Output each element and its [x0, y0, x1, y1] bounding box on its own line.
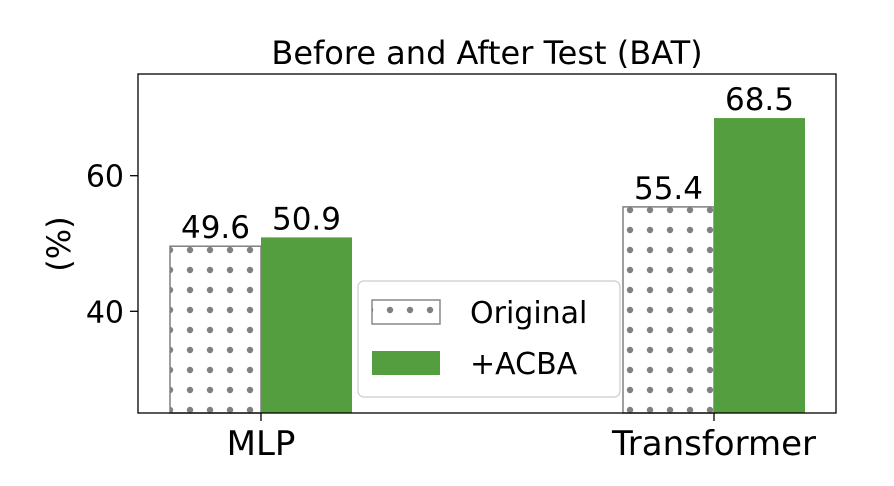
legend-label-original: Original [470, 296, 587, 331]
plot-frame [137, 73, 837, 414]
y-axis-label: (%) [40, 216, 78, 271]
bars-group [169, 118, 805, 414]
x-tick-label-transformer: Transformer [611, 424, 816, 464]
legend-swatch-acba [372, 351, 440, 375]
y-axis-ticks: 40 60 [86, 160, 138, 330]
bar-acba-transformer [714, 118, 805, 413]
bar-original-transformer [622, 206, 715, 414]
bar-acba-mlp [261, 237, 352, 413]
y-tick-label-40: 40 [86, 295, 124, 330]
chart-title: Before and After Test (BAT) [271, 34, 702, 72]
legend: Original +ACBA [357, 280, 621, 398]
legend-label-acba: +ACBA [470, 347, 578, 382]
x-axis-ticks: MLP Transformer [227, 413, 816, 464]
data-label-acba-mlp: 50.9 [272, 201, 341, 237]
data-label-acba-transformer: 68.5 [725, 82, 794, 118]
data-label-original-mlp: 49.6 [181, 210, 250, 246]
legend-swatch-original [371, 299, 441, 325]
y-tick-label-60: 60 [86, 160, 124, 195]
data-labels-group: 49.6 55.4 50.9 68.5 [181, 82, 794, 246]
bar-original-mlp [169, 245, 262, 414]
x-tick-label-mlp: MLP [227, 424, 296, 464]
data-label-original-transformer: 55.4 [634, 171, 703, 207]
